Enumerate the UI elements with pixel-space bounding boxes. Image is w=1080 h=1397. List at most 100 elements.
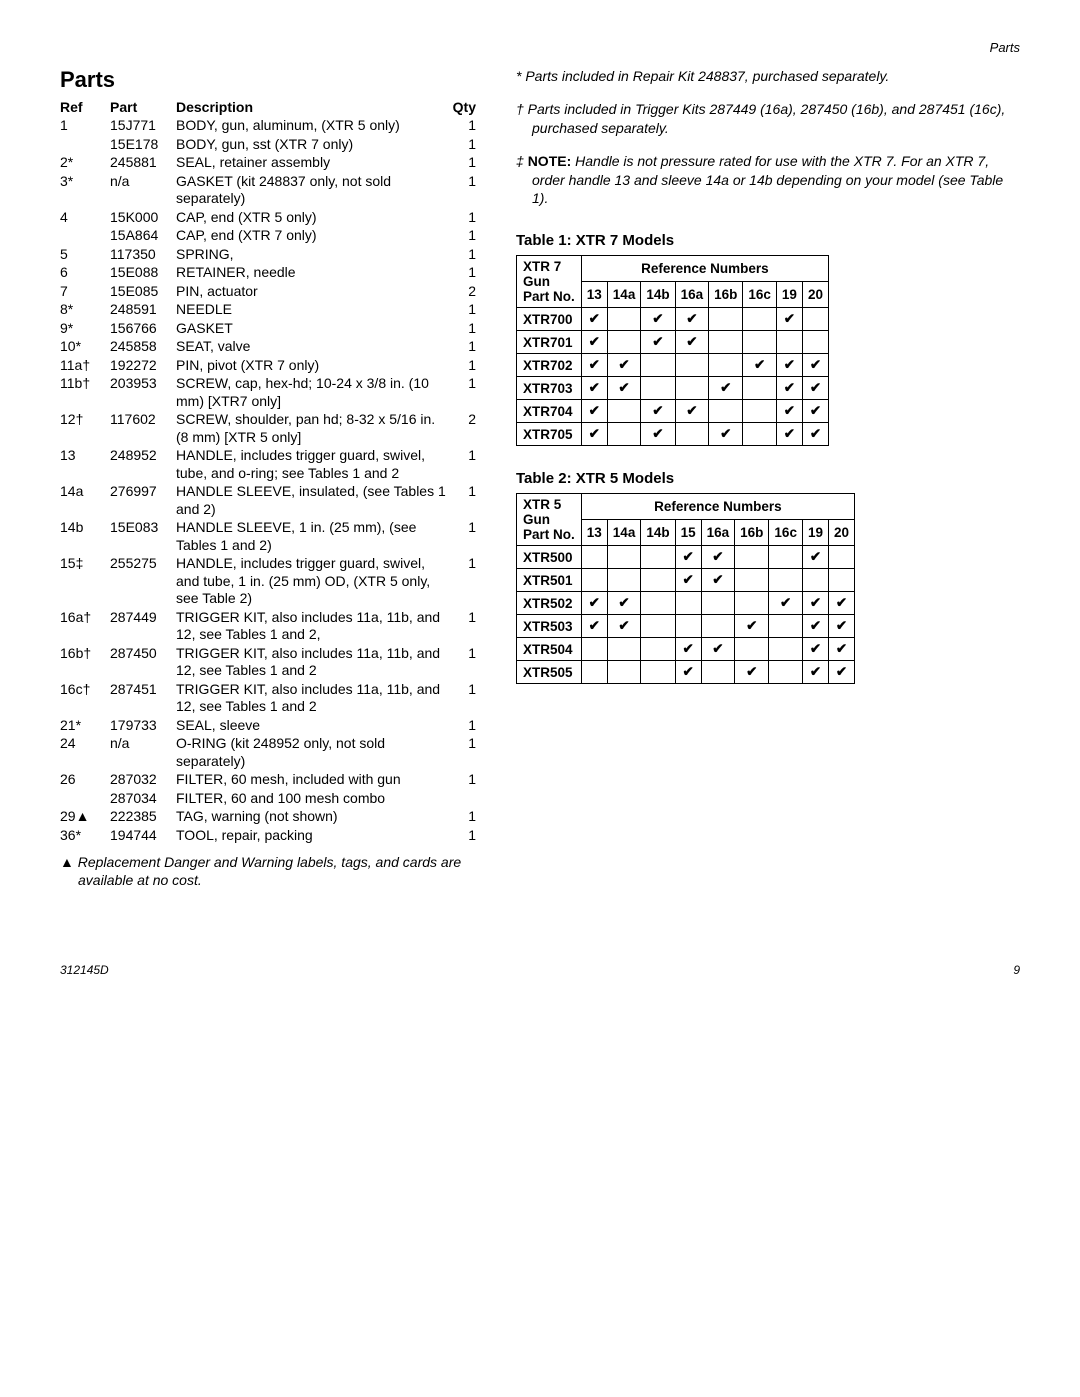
- ref-cell: ✔: [802, 400, 828, 423]
- parts-cell-desc: SEAL, sleeve: [176, 717, 450, 736]
- col-part: Part: [110, 99, 176, 117]
- parts-cell-qty: 1: [450, 209, 480, 228]
- parts-cell-desc: GASKET: [176, 320, 450, 339]
- rowhead-label: XTR 7GunPart No.: [517, 256, 582, 308]
- rowhead-label: XTR 5GunPart No.: [517, 494, 582, 546]
- parts-cell-part: 248952: [110, 447, 176, 483]
- parts-cell-desc: CAP, end (XTR 5 only): [176, 209, 450, 228]
- parts-cell-part: 156766: [110, 320, 176, 339]
- ref-cell: [641, 592, 675, 615]
- table2-caption: Table 2: XTR 5 Models: [516, 470, 1020, 487]
- parts-cell-part: 117350: [110, 246, 176, 265]
- xtr7-table: XTR 7GunPart No.Reference Numbers1314a14…: [516, 255, 829, 446]
- note-star: * Parts included in Repair Kit 248837, p…: [516, 67, 1020, 86]
- parts-cell-qty: 1: [450, 375, 480, 411]
- ref-cell: [828, 569, 854, 592]
- ref-cell: [743, 377, 777, 400]
- parts-cell-qty: 1: [450, 808, 480, 827]
- parts-cell-part: 15K000: [110, 209, 176, 228]
- ref-row-name: XTR505: [517, 661, 582, 684]
- ref-cell: ✔: [581, 308, 607, 331]
- ref-row-name: XTR501: [517, 569, 582, 592]
- parts-cell-qty: 1: [450, 645, 480, 681]
- ref-cell: ✔: [802, 377, 828, 400]
- content-columns: Parts Ref Part Description Qty 115J771BO…: [60, 67, 1020, 903]
- col-16b: 16b: [735, 520, 769, 546]
- parts-cell-part: 287034: [110, 790, 176, 809]
- ref-cell: [581, 546, 607, 569]
- parts-cell-part: 287449: [110, 609, 176, 645]
- parts-row: 715E085PIN, actuator2: [60, 283, 480, 302]
- parts-cell-qty: 1: [450, 338, 480, 357]
- parts-cell-part: 245881: [110, 154, 176, 173]
- parts-cell-qty: 1: [450, 264, 480, 283]
- col-15: 15: [675, 520, 701, 546]
- footer-left: 312145D: [60, 963, 109, 977]
- col-14b: 14b: [641, 520, 675, 546]
- ref-cell: [675, 354, 709, 377]
- parts-cell-desc: O-RING (kit 248952 only, not sold separa…: [176, 735, 450, 771]
- parts-cell-part: 179733: [110, 717, 176, 736]
- parts-row: 21*179733SEAL, sleeve1: [60, 717, 480, 736]
- ref-row-name: XTR504: [517, 638, 582, 661]
- note-ddagger-rest: Handle is not pressure rated for use wit…: [532, 153, 1003, 207]
- parts-cell-desc: TRIGGER KIT, also includes 11a, 11b, and…: [176, 609, 450, 645]
- parts-cell-part: 15J771: [110, 117, 176, 136]
- parts-cell-qty: 1: [450, 483, 480, 519]
- col-19: 19: [802, 520, 828, 546]
- parts-cell-desc: TOOL, repair, packing: [176, 827, 450, 846]
- parts-cell-ref: 16c†: [60, 681, 110, 717]
- parts-cell-ref: 24: [60, 735, 110, 771]
- parts-cell-qty: 1: [450, 173, 480, 209]
- ref-cell: [769, 661, 803, 684]
- ref-cell: ✔: [828, 638, 854, 661]
- parts-cell-ref: 7: [60, 283, 110, 302]
- parts-row: 16a†287449TRIGGER KIT, also includes 11a…: [60, 609, 480, 645]
- parts-cell-ref: 6: [60, 264, 110, 283]
- ref-cell: [735, 638, 769, 661]
- parts-cell-qty: 1: [450, 609, 480, 645]
- parts-row: 9*156766GASKET1: [60, 320, 480, 339]
- parts-cell-part: n/a: [110, 173, 176, 209]
- ref-cell: [607, 569, 641, 592]
- ref-cell: [802, 308, 828, 331]
- parts-cell-desc: SCREW, shoulder, pan hd; 8-32 x 5/16 in.…: [176, 411, 450, 447]
- ref-cell: [641, 569, 675, 592]
- ref-row: XTR700✔✔✔✔: [517, 308, 829, 331]
- ref-row-name: XTR704: [517, 400, 582, 423]
- ref-cell: ✔: [581, 423, 607, 446]
- ref-cell: ✔: [581, 331, 607, 354]
- parts-cell-part: 15A864: [110, 227, 176, 246]
- parts-cell-part: 194744: [110, 827, 176, 846]
- xtr5-table: XTR 5GunPart No.Reference Numbers1314a14…: [516, 493, 855, 684]
- refnums-header: Reference Numbers: [581, 494, 854, 520]
- parts-cell-desc: NEEDLE: [176, 301, 450, 320]
- parts-row: 10*245858SEAT, valve1: [60, 338, 480, 357]
- ref-cell: ✔: [701, 569, 735, 592]
- ref-cell: [769, 569, 803, 592]
- parts-cell-ref: 11b†: [60, 375, 110, 411]
- note-ddagger-bold: NOTE:: [528, 153, 572, 169]
- ref-row: XTR703✔✔✔✔✔: [517, 377, 829, 400]
- col-ref: Ref: [60, 99, 110, 117]
- parts-cell-ref: 8*: [60, 301, 110, 320]
- ref-row: XTR502✔✔✔✔✔: [517, 592, 855, 615]
- parts-cell-desc: GASKET (kit 248837 only, not sold separa…: [176, 173, 450, 209]
- table1-caption: Table 1: XTR 7 Models: [516, 232, 1020, 249]
- parts-cell-ref: 26: [60, 771, 110, 790]
- ref-cell: ✔: [675, 569, 701, 592]
- ref-row-name: XTR502: [517, 592, 582, 615]
- parts-cell-desc: PIN, actuator: [176, 283, 450, 302]
- parts-row: 15E178BODY, gun, sst (XTR 7 only)1: [60, 136, 480, 155]
- parts-cell-qty: 1: [450, 227, 480, 246]
- ref-row: XTR501 ✔✔: [517, 569, 855, 592]
- parts-cell-ref: [60, 790, 110, 809]
- parts-cell-qty: 1: [450, 555, 480, 609]
- ref-row: XTR704✔✔✔✔✔: [517, 400, 829, 423]
- ref-cell: [709, 354, 743, 377]
- col-13: 13: [581, 282, 607, 308]
- ref-cell: [743, 423, 777, 446]
- ref-cell: ✔: [641, 308, 675, 331]
- ref-cell: [607, 308, 641, 331]
- ref-cell: ✔: [675, 331, 709, 354]
